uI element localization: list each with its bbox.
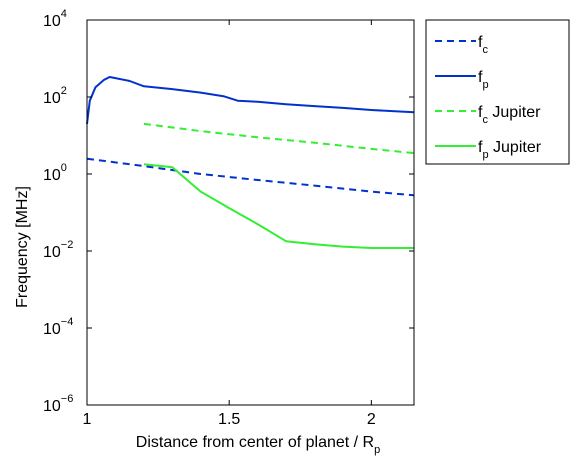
legend-label-1: fc [478, 34, 488, 56]
y-tick-label: 10−4 [43, 316, 73, 338]
legend-label-4: fp Jupiter [478, 139, 542, 161]
ticks-layer: 1 1.5 2 104 102 100 10−2 10−4 10−6 [43, 8, 414, 428]
legend-label-2: fp [478, 69, 489, 91]
x-axis-label: Distance from center of planet / Rp [136, 434, 380, 456]
legend-label-3: fc Jupiter [478, 104, 541, 126]
axes-layer [86, 19, 415, 406]
y-tick-label: 100 [43, 162, 67, 184]
y-tick-label: 10−2 [43, 239, 73, 261]
series-layer [86, 76, 415, 249]
y-tick-label: 104 [43, 8, 67, 30]
series-line-4 [143, 163, 414, 249]
legend-box [425, 19, 570, 165]
series-line-1 [86, 157, 415, 197]
labels-layer: Distance from center of planet / Rp Freq… [14, 186, 380, 456]
axes-box [86, 19, 415, 406]
y-tick-label: 102 [43, 85, 67, 107]
plot-background [87, 20, 414, 405]
legend: fc fp fc Jupiter fp Jupiter [425, 19, 570, 165]
x-tick-label: 2 [367, 411, 376, 428]
x-tick-label: 1 [83, 411, 92, 428]
y-axis-label: Frequency [MHz] [14, 186, 31, 308]
x-tick-label: 1.5 [218, 411, 240, 428]
plot-area [87, 20, 414, 405]
series-line-2 [86, 76, 415, 125]
y-tick-label: 10−6 [43, 393, 73, 415]
